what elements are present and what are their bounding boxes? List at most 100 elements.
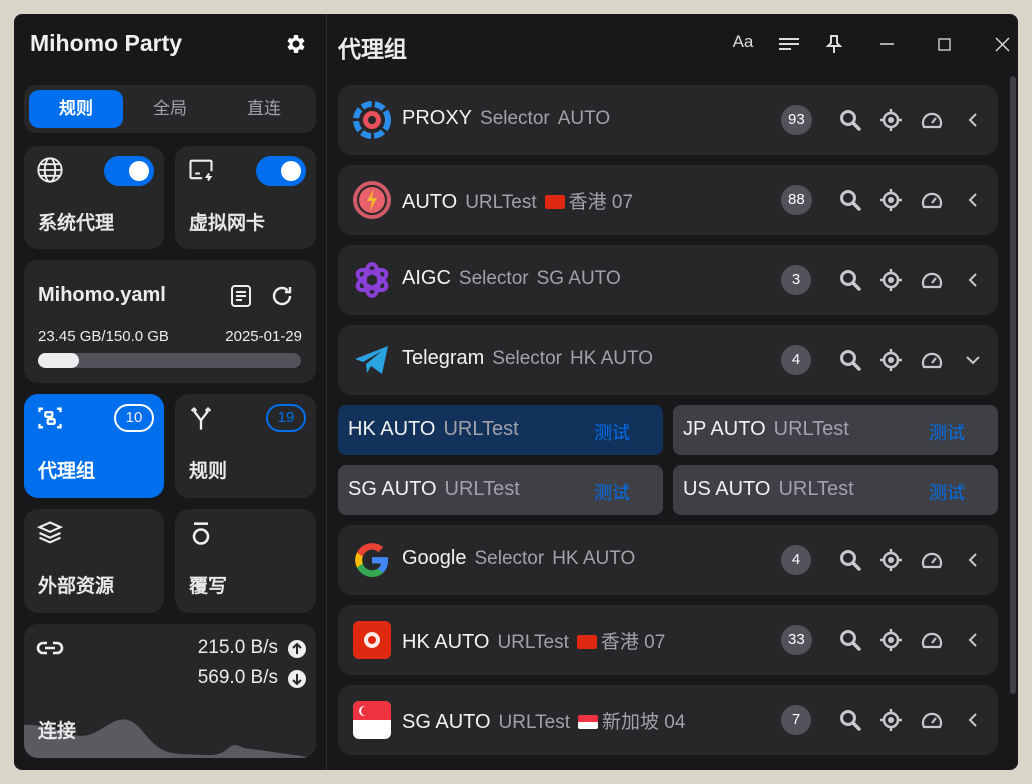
search-icon[interactable]: [838, 108, 862, 132]
main-panel: 代理组 Aa PROXY Selector AUTO 93 AUTO URLTest 香…: [328, 14, 1018, 770]
proxy-item-title: HK AUTO URLTest: [348, 418, 519, 441]
mode-global[interactable]: 全局: [153, 99, 187, 118]
search-icon[interactable]: [838, 348, 862, 372]
document-icon[interactable]: [230, 284, 252, 308]
mode-rule[interactable]: 规则: [29, 90, 123, 128]
speed-test-icon[interactable]: [920, 188, 944, 212]
test-delay-button[interactable]: 测试: [594, 423, 630, 443]
profile-card[interactable]: Mihomo.yaml 23.45 GB/150.0 GB 2025-01-29: [24, 260, 316, 383]
mode-direct[interactable]: 直连: [247, 99, 281, 118]
proxy-name: HK AUTO: [348, 418, 436, 440]
proxy-item[interactable]: HK AUTO URLTest 测试: [338, 405, 663, 455]
locate-icon[interactable]: [879, 548, 903, 572]
speed-test-icon[interactable]: [920, 708, 944, 732]
sg-flag-icon: [353, 701, 391, 739]
chevron-left-icon[interactable]: [961, 708, 985, 732]
auto-icon: [353, 181, 391, 219]
speed-test-icon[interactable]: [920, 348, 944, 372]
proxy-type: URLTest: [773, 418, 849, 440]
proxy-group-proxy[interactable]: PROXY Selector AUTO 93: [338, 85, 998, 155]
group-current-proxy: HK AUTO: [569, 348, 654, 369]
group-title: PROXY Selector AUTO: [402, 107, 610, 130]
locate-icon[interactable]: [879, 268, 903, 292]
chevron-left-icon[interactable]: [961, 188, 985, 212]
locate-icon[interactable]: [879, 188, 903, 212]
nav-resources[interactable]: 外部资源: [24, 509, 164, 613]
group-title: AUTO URLTest 香港 07: [402, 187, 633, 214]
speed-test-icon[interactable]: [920, 268, 944, 292]
locate-icon[interactable]: [879, 348, 903, 372]
group-count-badge: 7: [781, 705, 811, 735]
proxy-item[interactable]: US AUTO URLTest 测试: [673, 465, 998, 515]
usage-progress-bar: [38, 353, 301, 368]
chevron-left-icon[interactable]: [961, 548, 985, 572]
tun-toggle[interactable]: [256, 156, 306, 186]
proxy-item[interactable]: JP AUTO URLTest 测试: [673, 405, 998, 455]
test-delay-button[interactable]: 测试: [594, 483, 630, 503]
upload-speed: 215.0 B/s: [197, 637, 278, 658]
proxy-group-auto[interactable]: AUTO URLTest 香港 07 88: [338, 165, 998, 235]
group-name: SG AUTO: [402, 711, 491, 733]
group-title: Telegram Selector HK AUTO: [402, 347, 653, 370]
speed-test-icon[interactable]: [920, 108, 944, 132]
scrollbar[interactable]: [1010, 76, 1016, 694]
search-icon[interactable]: [838, 628, 862, 652]
group-current-proxy: 香港 07: [600, 632, 666, 653]
tun-card[interactable]: 虚拟网卡: [175, 146, 316, 249]
maximize-icon[interactable]: [938, 38, 951, 51]
locate-icon[interactable]: [879, 108, 903, 132]
pin-icon[interactable]: [824, 34, 844, 54]
test-delay-button[interactable]: 测试: [929, 483, 965, 503]
font-toggle-button[interactable]: Aa: [732, 32, 754, 51]
group-type: URLTest: [465, 192, 537, 213]
traffic-graph: [24, 719, 316, 758]
nav-proxies[interactable]: 10 代理组: [24, 394, 164, 498]
proxy-item[interactable]: SG AUTO URLTest 测试: [338, 465, 663, 515]
app-logo: Mihomo Party: [30, 30, 183, 56]
text-align-icon[interactable]: [778, 36, 800, 52]
chevron-left-icon[interactable]: [961, 268, 985, 292]
chevron-left-icon[interactable]: [961, 628, 985, 652]
link-icon: [36, 641, 64, 655]
group-current: 香港 07: [576, 632, 666, 653]
test-delay-button[interactable]: 测试: [929, 423, 965, 443]
proxy-group-aigc[interactable]: AIGC Selector SG AUTO 3: [338, 245, 998, 315]
proxy-group-google[interactable]: Google Selector HK AUTO 4: [338, 525, 998, 595]
nav-rules[interactable]: 19 规则: [175, 394, 316, 498]
refresh-icon[interactable]: [270, 284, 294, 308]
settings-gear-icon[interactable]: [284, 32, 308, 56]
download-speed: 569.0 B/s: [197, 667, 278, 688]
proxy-group-telegram[interactable]: Telegram Selector HK AUTO 4: [338, 325, 998, 395]
search-icon[interactable]: [838, 708, 862, 732]
chevron-down-icon[interactable]: [961, 348, 985, 372]
hk-flag-icon: [353, 621, 391, 659]
search-icon[interactable]: [838, 188, 862, 212]
search-icon[interactable]: [838, 548, 862, 572]
group-count-badge: 4: [781, 345, 811, 375]
tun-label: 虚拟网卡: [189, 213, 266, 234]
proxy-icon: [353, 101, 391, 139]
proxy-type: URLTest: [444, 478, 520, 500]
search-icon[interactable]: [838, 268, 862, 292]
sysproxy-toggle[interactable]: [104, 156, 154, 186]
close-icon[interactable]: [995, 37, 1010, 52]
profile-name: Mihomo.yaml: [38, 284, 166, 306]
nav-override[interactable]: 覆写: [175, 509, 316, 613]
minimize-icon[interactable]: [880, 43, 894, 45]
proxy-group-sg-auto[interactable]: SG AUTO URLTest 新加坡 04 7: [338, 685, 998, 755]
google-icon: [355, 543, 388, 577]
group-current-proxy: SG AUTO: [536, 268, 621, 289]
chevron-left-icon[interactable]: [961, 108, 985, 132]
locate-icon[interactable]: [879, 708, 903, 732]
group-type: Selector: [458, 268, 529, 289]
sysproxy-card[interactable]: 系统代理: [24, 146, 164, 249]
proxy-group-hk-auto[interactable]: HK AUTO URLTest 香港 07 33: [338, 605, 998, 675]
arrow-down-icon: [288, 670, 306, 688]
speed-test-icon[interactable]: [920, 548, 944, 572]
proxy-name: JP AUTO: [683, 418, 766, 440]
locate-icon[interactable]: [879, 628, 903, 652]
group-current: AUTO: [558, 108, 610, 129]
proxy-item-title: JP AUTO URLTest: [683, 418, 849, 441]
speed-test-icon[interactable]: [920, 628, 944, 652]
nav-connections[interactable]: 215.0 B/s 569.0 B/s 连接: [24, 624, 316, 758]
